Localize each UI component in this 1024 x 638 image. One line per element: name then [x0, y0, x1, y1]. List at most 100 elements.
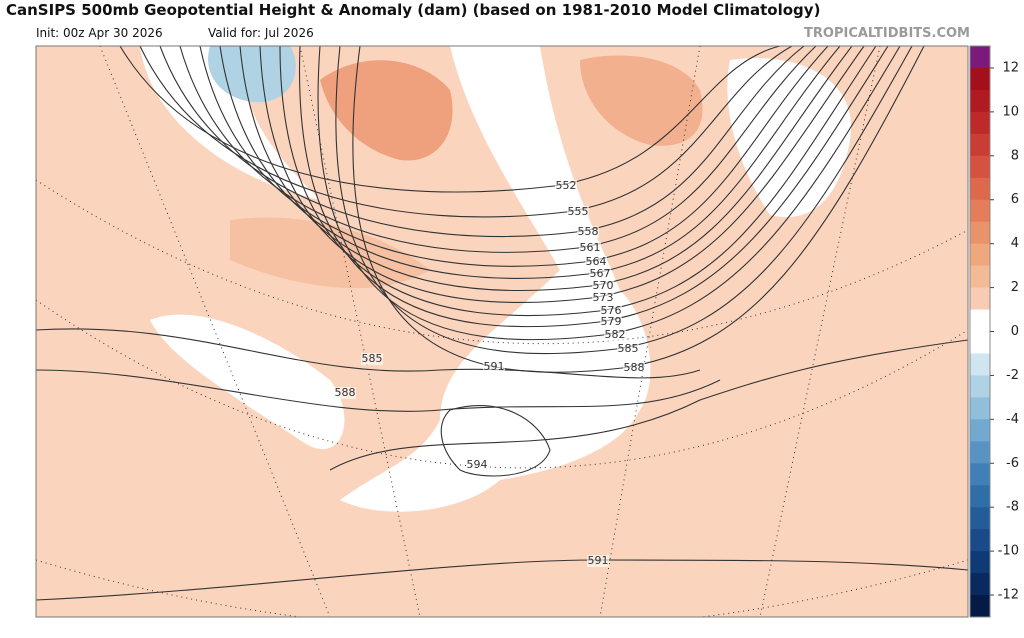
- contour-line: [219, 46, 841, 279]
- map: [36, 46, 968, 617]
- contour-label: 585: [618, 342, 639, 355]
- contour-label-bg: [567, 206, 589, 218]
- colorbar-segment: [970, 67, 990, 91]
- contour-label-bg: [617, 343, 639, 355]
- negative-anomaly: [208, 46, 296, 103]
- contour-label-bg: [334, 387, 356, 399]
- contour-line: [199, 46, 829, 267]
- colorbar-segment: [970, 243, 990, 267]
- neutral-area: [140, 46, 320, 200]
- contour-line: [36, 328, 701, 379]
- colorbar-segment: [970, 353, 990, 376]
- contour-label: 561: [580, 241, 601, 254]
- colorbar-segment: [970, 221, 990, 245]
- colorbar-segment: [970, 199, 990, 223]
- contour-label: 582: [605, 328, 626, 341]
- graticule: [36, 46, 968, 617]
- positive-anomaly: [320, 60, 453, 161]
- colorbar: 12 10 8 6 4 2 0 -2 -4 -6 -8 -10 -12: [969, 45, 1019, 618]
- contour-label: 564: [586, 255, 607, 268]
- contour-line: [139, 46, 793, 218]
- contour-label-bg: [589, 268, 611, 280]
- colorbar-segment: [970, 155, 990, 179]
- colorbar-label: -10: [998, 544, 1019, 559]
- contour-line: [298, 46, 889, 328]
- valid-time: Valid for: Jul 2026: [208, 26, 314, 40]
- contour-label-bg: [466, 459, 488, 471]
- contour-label: 573: [593, 291, 614, 304]
- neutral-area: [150, 314, 345, 450]
- colorbar-segment: [970, 485, 990, 508]
- colorbar-segment: [970, 397, 990, 420]
- contour-label: 588: [335, 386, 356, 399]
- colorbar-label: -12: [998, 588, 1019, 603]
- colorbar-segment: [970, 463, 990, 486]
- contour-label: 570: [593, 279, 614, 292]
- contour-label-bg: [600, 316, 622, 328]
- contour-line: [352, 46, 925, 373]
- contour-label-bg: [555, 180, 577, 192]
- colorbar-label: -6: [1006, 456, 1019, 471]
- contour-line: [239, 46, 853, 291]
- contour-label: 558: [578, 225, 599, 238]
- colorbar-segment: [970, 573, 990, 596]
- contour-line: [179, 46, 817, 253]
- contour-line: [329, 339, 968, 471]
- contour-line: [317, 46, 901, 341]
- colorbar-label: 2: [1011, 280, 1019, 295]
- colorbar-segment: [970, 309, 990, 332]
- colorbar-segment: [970, 551, 990, 574]
- colorbar-segment: [970, 133, 990, 157]
- contour-label: 585: [362, 352, 383, 365]
- map-frame: [35, 45, 969, 618]
- contour-line: [36, 369, 721, 412]
- colorbar-segment: [970, 529, 990, 552]
- contour-line: [259, 46, 865, 303]
- contour-label: 576: [601, 304, 622, 317]
- colorbar-label: -2: [1006, 368, 1019, 383]
- contour-label: 579: [601, 315, 622, 328]
- colorbar-label: 6: [1011, 192, 1019, 207]
- positive-anomaly: [580, 55, 703, 146]
- colorbar-segment: [970, 419, 990, 442]
- contour-label-bg: [604, 329, 626, 341]
- contour-label: 555: [568, 205, 589, 218]
- contour-label-bg: [577, 226, 599, 238]
- contour-label-bg: [579, 242, 601, 254]
- contour-label: 594: [467, 458, 488, 471]
- contour-label: 588: [624, 361, 645, 374]
- colorbar-segment: [970, 331, 990, 354]
- colorbar-segment: [970, 441, 990, 464]
- colorbar-label: 12: [1002, 60, 1019, 75]
- colorbar-label: 0: [1011, 324, 1019, 339]
- colorbar-segment: [970, 89, 990, 113]
- colorbar-segment: [970, 595, 990, 618]
- colorbar-label: 8: [1011, 148, 1019, 163]
- contour-line: [335, 46, 913, 355]
- contour-label-bg: [592, 280, 614, 292]
- contour-label-bg: [600, 305, 622, 317]
- contour-line: [159, 46, 805, 237]
- colorbar-segment: [970, 111, 990, 135]
- neutral-area: [340, 46, 651, 512]
- contour-line: [36, 559, 968, 601]
- contour-label-bg: [361, 353, 383, 365]
- contour-label-bg: [483, 361, 505, 373]
- positive-anomaly: [230, 217, 430, 289]
- colorbar-label: -8: [1006, 500, 1019, 515]
- contour-line: [279, 46, 877, 316]
- height-contours: [36, 46, 968, 601]
- contour-label-bg: [587, 555, 609, 567]
- colorbar-label: 10: [1002, 104, 1019, 119]
- contour-label: 552: [556, 179, 577, 192]
- contour-label: 591: [588, 554, 609, 567]
- contour-label-bg: [623, 362, 645, 374]
- contour-label-bg: [585, 256, 607, 268]
- colorbar-segment: [970, 265, 990, 289]
- colorbar-segment: [970, 507, 990, 530]
- contour-label-bg: [592, 292, 614, 304]
- source: TROPICALTIDBITS.COM: [804, 26, 970, 41]
- colorbar-segment: [970, 46, 990, 69]
- contour-labels: 5525555585615645675705735765795825855885…: [334, 179, 645, 567]
